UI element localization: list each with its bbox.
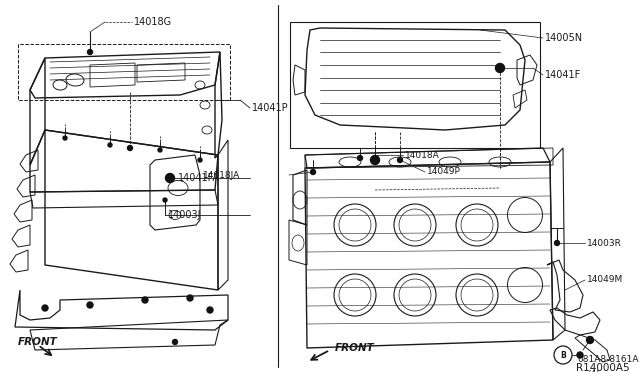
Circle shape (207, 307, 213, 313)
Circle shape (397, 157, 403, 163)
Circle shape (577, 352, 583, 358)
Text: 14018JA: 14018JA (203, 170, 240, 180)
Circle shape (495, 64, 504, 73)
Circle shape (163, 198, 167, 202)
Circle shape (63, 136, 67, 140)
Text: R14000A5: R14000A5 (577, 363, 630, 372)
Text: 14018A: 14018A (405, 151, 440, 160)
Circle shape (127, 145, 132, 151)
Circle shape (554, 241, 559, 246)
Circle shape (166, 173, 175, 183)
Text: 14018G: 14018G (134, 17, 172, 27)
Circle shape (198, 158, 202, 162)
Circle shape (142, 297, 148, 303)
Circle shape (88, 49, 93, 55)
Text: 14041P: 14041P (252, 103, 289, 113)
Circle shape (173, 340, 177, 344)
Text: FRONT: FRONT (335, 343, 375, 353)
Circle shape (158, 148, 162, 152)
Text: 14041FA: 14041FA (178, 173, 220, 183)
Text: 14049M: 14049M (587, 276, 623, 285)
Circle shape (371, 155, 380, 164)
Text: 14003J: 14003J (168, 210, 202, 220)
Text: FRONT: FRONT (18, 337, 58, 347)
Circle shape (310, 170, 316, 174)
Circle shape (586, 337, 593, 343)
Text: 14005N: 14005N (545, 33, 583, 43)
Circle shape (187, 295, 193, 301)
Circle shape (108, 143, 112, 147)
Circle shape (358, 155, 362, 160)
Text: 14003R: 14003R (587, 238, 622, 247)
Circle shape (42, 305, 48, 311)
Text: 14049P: 14049P (427, 167, 461, 176)
Text: 081A8-8161A: 081A8-8161A (577, 356, 639, 365)
Text: (4): (4) (587, 371, 600, 372)
Text: 14041F: 14041F (545, 70, 581, 80)
Circle shape (87, 302, 93, 308)
Text: B: B (560, 350, 566, 359)
